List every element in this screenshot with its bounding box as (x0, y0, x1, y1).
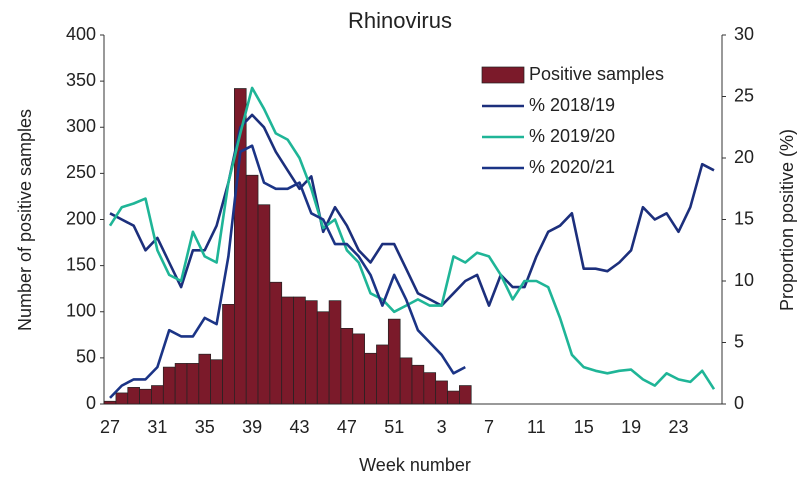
bar (103, 400, 117, 405)
x-tick-label: 11 (527, 417, 546, 437)
y-tick-label: 350 (66, 70, 96, 90)
legend-label: % 2018/19 (529, 95, 615, 115)
y2-tick-label: 5 (734, 331, 744, 351)
x-tick-label: 51 (384, 417, 404, 437)
x-tick-label: 7 (484, 417, 494, 437)
y2-tick-label: 10 (734, 270, 754, 290)
bar (210, 359, 223, 405)
y2-tick-label: 15 (734, 208, 754, 228)
bar (115, 392, 129, 405)
bar (364, 352, 377, 405)
bar (293, 296, 306, 405)
bar (376, 344, 389, 405)
bar (222, 304, 235, 405)
bar (174, 363, 188, 405)
y-tick-label: 150 (66, 254, 96, 274)
bar (162, 366, 176, 405)
line (108, 86, 716, 390)
bar (399, 357, 413, 405)
x-tick-label: 15 (574, 417, 594, 437)
bar (447, 390, 460, 405)
x-tick-label: 47 (337, 417, 357, 437)
x-tick-label: 39 (242, 417, 262, 437)
bar (340, 328, 354, 405)
bar (186, 363, 200, 405)
bar (281, 296, 294, 405)
y-tick-label: 0 (86, 393, 96, 413)
chart-title: Rhinovirus (348, 8, 452, 33)
y-tick-label: 300 (66, 116, 96, 136)
legend-label: Positive samples (529, 64, 664, 84)
x-axis-label: Week number (359, 455, 471, 475)
bar (127, 387, 140, 405)
x-tick-label: 23 (668, 417, 688, 437)
bar (328, 300, 342, 405)
y2-tick-label: 0 (734, 393, 744, 413)
bar (198, 353, 212, 405)
legend-swatch (481, 66, 525, 84)
bar (139, 388, 152, 405)
bar (269, 281, 283, 405)
legend-label: % 2019/20 (529, 126, 615, 146)
y2-tick-label: 20 (734, 147, 754, 167)
line (109, 144, 466, 399)
x-tick-label: 3 (437, 417, 447, 437)
bar (459, 385, 472, 405)
line (109, 113, 715, 307)
bar (435, 380, 448, 405)
y-tick-label: 100 (66, 301, 96, 321)
bar (257, 204, 271, 405)
y2-axis-label: Proportion positive (%) (777, 129, 797, 311)
y-tick-label: 50 (76, 347, 96, 367)
x-tick-label: 19 (621, 417, 641, 437)
y2-tick-label: 30 (734, 24, 754, 44)
bar (245, 174, 259, 405)
bar (411, 364, 425, 405)
bar (305, 300, 318, 405)
y-tick-label: 400 (66, 24, 96, 44)
y-tick-label: 200 (66, 208, 96, 228)
bar (387, 318, 401, 405)
bar (352, 333, 365, 405)
bar (423, 372, 437, 405)
bar (151, 385, 164, 405)
y2-tick-label: 25 (734, 85, 754, 105)
x-tick-label: 43 (289, 417, 309, 437)
legend-label: % 2020/21 (529, 157, 615, 177)
x-tick-label: 27 (100, 417, 120, 437)
y-tick-label: 250 (66, 162, 96, 182)
x-tick-label: 31 (147, 417, 167, 437)
x-tick-label: 35 (195, 417, 215, 437)
bar (316, 311, 330, 405)
y-axis-label: Number of positive samples (15, 109, 35, 331)
